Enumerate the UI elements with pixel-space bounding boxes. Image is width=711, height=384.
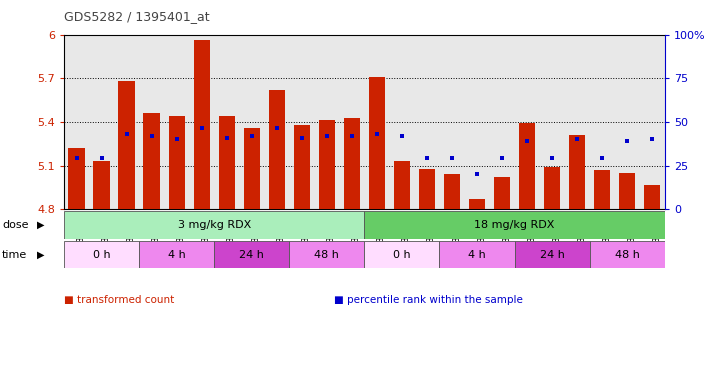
Text: ▶: ▶ xyxy=(37,250,45,260)
Bar xyxy=(419,169,435,209)
Text: 4 h: 4 h xyxy=(168,250,186,260)
Bar xyxy=(289,241,365,268)
Text: dose: dose xyxy=(2,220,28,230)
Bar xyxy=(494,177,510,209)
Bar xyxy=(93,161,109,209)
Bar xyxy=(515,241,589,268)
Text: ■ percentile rank within the sample: ■ percentile rank within the sample xyxy=(334,295,523,305)
Bar xyxy=(644,185,661,209)
Bar xyxy=(569,135,585,209)
Bar xyxy=(469,199,485,209)
Bar xyxy=(365,241,439,268)
Bar xyxy=(444,174,460,209)
Bar xyxy=(439,241,515,268)
Bar xyxy=(394,161,410,209)
Text: 18 mg/kg RDX: 18 mg/kg RDX xyxy=(474,220,555,230)
Bar xyxy=(269,90,285,209)
Bar xyxy=(589,241,665,268)
Bar xyxy=(369,77,385,209)
Bar xyxy=(193,40,210,209)
Bar xyxy=(294,125,310,209)
Text: ▶: ▶ xyxy=(37,220,45,230)
Bar xyxy=(64,241,139,268)
Text: 48 h: 48 h xyxy=(615,250,640,260)
Bar xyxy=(214,241,289,268)
Bar xyxy=(619,173,636,209)
Bar xyxy=(519,123,535,209)
Text: time: time xyxy=(2,250,28,260)
Bar xyxy=(319,121,335,209)
Bar xyxy=(64,211,365,239)
Text: GDS5282 / 1395401_at: GDS5282 / 1395401_at xyxy=(64,10,210,23)
Text: 3 mg/kg RDX: 3 mg/kg RDX xyxy=(178,220,251,230)
Bar xyxy=(365,211,665,239)
Text: 24 h: 24 h xyxy=(540,250,565,260)
Bar xyxy=(544,167,560,209)
Bar xyxy=(218,116,235,209)
Bar xyxy=(68,148,85,209)
Bar xyxy=(594,170,610,209)
Text: 0 h: 0 h xyxy=(92,250,110,260)
Bar xyxy=(169,116,185,209)
Bar xyxy=(119,81,134,209)
Text: 4 h: 4 h xyxy=(468,250,486,260)
Bar xyxy=(343,118,360,209)
Bar xyxy=(244,128,260,209)
Bar xyxy=(139,241,214,268)
Text: 0 h: 0 h xyxy=(393,250,411,260)
Text: ■ transformed count: ■ transformed count xyxy=(64,295,174,305)
Bar xyxy=(144,113,160,209)
Text: 24 h: 24 h xyxy=(240,250,264,260)
Text: 48 h: 48 h xyxy=(314,250,339,260)
